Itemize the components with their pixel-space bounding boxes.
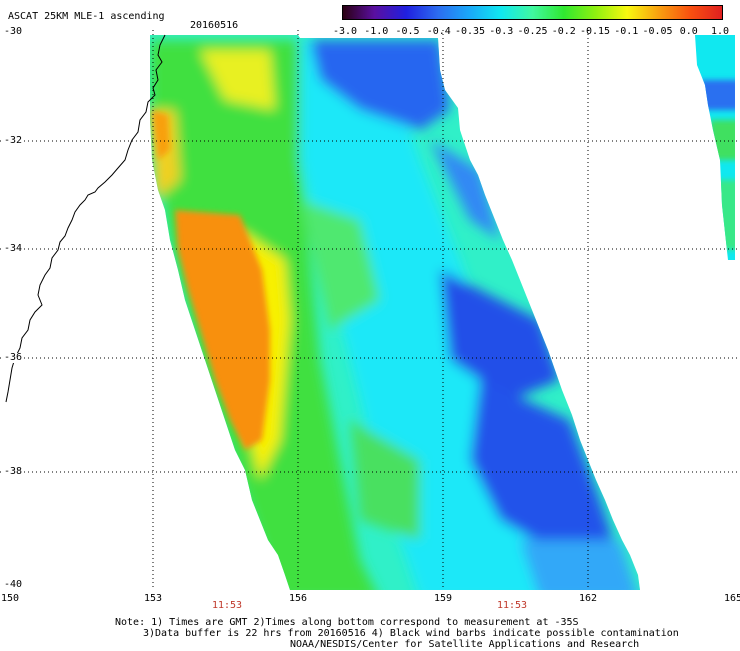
colorbar: [342, 5, 723, 20]
ascat-map: [0, 30, 740, 590]
longitude-label: 159: [433, 593, 453, 604]
swath-data: [150, 35, 640, 590]
note-line: Note: 1) Times are GMT 2)Times along bot…: [115, 617, 579, 628]
latitude-label: -34: [4, 243, 23, 254]
map-date: 20160516: [190, 20, 239, 31]
colorbar-tick-label: -0.15: [579, 26, 611, 37]
colorbar-tick-label: -0.3: [489, 26, 514, 37]
note-line: 3)Data buffer is 22 hrs from 20160516 4)…: [143, 628, 679, 639]
colorbar-tick-label: 1.0: [710, 26, 730, 37]
longitude-label: 150: [0, 593, 20, 604]
swath-strip-east: [695, 35, 735, 260]
colorbar-tick-label: 0.0: [679, 26, 698, 37]
colorbar-tick-label: -0.5: [395, 26, 420, 37]
longitude-label: 162: [578, 593, 598, 604]
latitude-label: -30: [4, 26, 23, 37]
colorbar-tick-label: -0.35: [454, 26, 486, 37]
colorbar-tick-label: -0.05: [642, 26, 673, 37]
latitude-label: -36: [4, 352, 23, 363]
latitude-label: -40: [4, 579, 23, 590]
graticule: [0, 30, 740, 590]
colorbar-tick-label: -0.4: [426, 26, 451, 37]
pass-time-label: 11:53: [496, 600, 528, 611]
latitude-label: -38: [4, 466, 23, 477]
coastline: [5, 34, 166, 403]
longitude-label: 165: [723, 593, 740, 604]
longitude-label: 156: [288, 593, 308, 604]
credit-line: NOAA/NESDIS/Center for Satellite Applica…: [290, 639, 640, 650]
colorbar-tick-label: -0.1: [614, 26, 639, 37]
longitude-label: 153: [143, 593, 163, 604]
pass-time-label: 11:53: [211, 600, 243, 611]
colorbar-tick-label: -0.25: [517, 26, 548, 37]
latitude-label: -32: [4, 135, 23, 146]
colorbar-tick-label: -0.2: [551, 26, 576, 37]
colorbar-tick-label: -3.0: [332, 26, 358, 37]
map-title: ASCAT 25KM MLE-1 ascending: [8, 11, 165, 22]
colorbar-tick-label: -1.0: [364, 26, 389, 37]
